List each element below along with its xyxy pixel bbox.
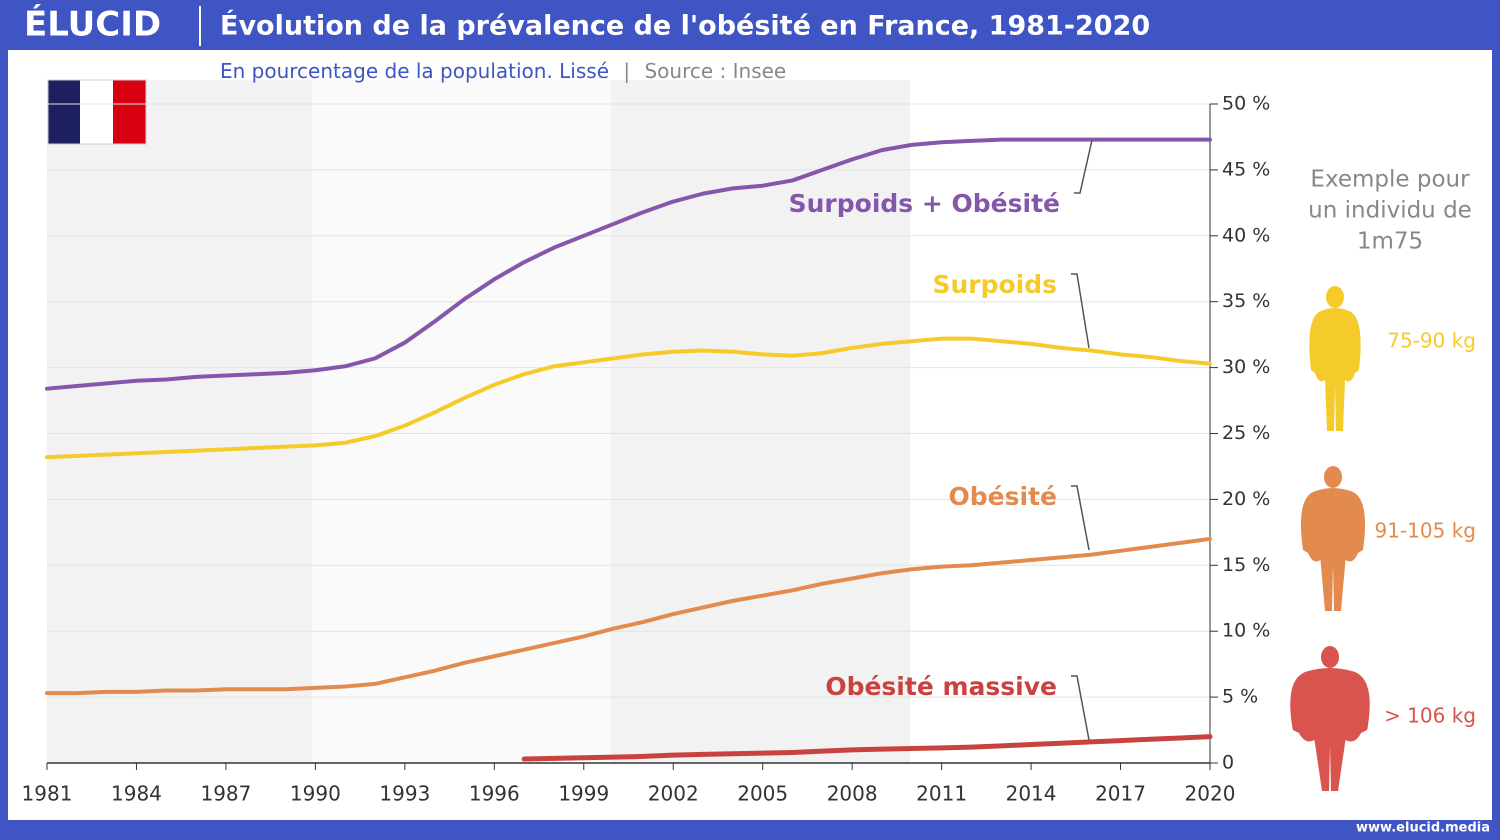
y-tick-label: 45 % — [1222, 158, 1270, 180]
x-tick-label: 2005 — [737, 782, 788, 806]
x-tick-label: 1981 — [22, 782, 73, 806]
series-line — [45, 137, 1212, 391]
x-tick-label: 1987 — [200, 782, 251, 806]
body-figure — [1290, 646, 1370, 791]
band — [312, 80, 611, 763]
y-tick-label: 40 % — [1222, 224, 1270, 246]
x-tick-label: 2011 — [916, 782, 967, 806]
x-tick-label: 2017 — [1095, 782, 1146, 806]
figure-body — [1309, 308, 1361, 431]
y-tick-label: 20 % — [1222, 488, 1270, 510]
y-tick-label: 30 % — [1222, 356, 1270, 378]
legend-label: Obésité massive — [825, 672, 1057, 701]
chart-title: Évolution de la prévalence de l'obésité … — [220, 10, 1150, 42]
figure-label: 75-90 kg — [1387, 329, 1476, 353]
x-tick-label: 2002 — [648, 782, 699, 806]
y-tick-label: 10 % — [1222, 620, 1270, 642]
legend-label: Surpoids — [932, 270, 1057, 299]
flag-border — [47, 79, 147, 145]
leader-line — [1071, 273, 1090, 349]
subtitle-text: En pourcentage de la population. Lissé — [220, 59, 609, 83]
flag-white — [80, 80, 113, 144]
source: Source : Insee — [644, 59, 786, 83]
footer: www.elucid.media — [1356, 821, 1490, 836]
separator: | — [623, 59, 630, 83]
series-line — [521, 734, 1213, 762]
example-title: 1m75 — [1357, 229, 1423, 255]
x-tick-label: 1999 — [558, 782, 609, 806]
flag — [47, 79, 147, 145]
flag-red — [113, 80, 146, 144]
figure-head — [1326, 286, 1344, 308]
y-tick-label: 5 % — [1222, 686, 1258, 708]
leader-line — [1071, 485, 1090, 551]
x-tick-label: 2008 — [827, 782, 878, 806]
series-line — [45, 336, 1212, 460]
body-figure — [1300, 466, 1366, 611]
y-tick-label: 0 — [1222, 752, 1234, 774]
x-tick-label: 1984 — [111, 782, 162, 806]
leader-line — [1074, 139, 1093, 194]
example-title: Exemple pour — [1310, 167, 1470, 193]
x-tick-label: 1996 — [469, 782, 520, 806]
band — [611, 80, 910, 763]
figure-body — [1300, 488, 1366, 611]
flag-blue — [48, 80, 80, 144]
body-figure — [1309, 286, 1361, 431]
legend-label: Surpoids + Obésité — [789, 189, 1060, 218]
x-tick-label: 2020 — [1185, 782, 1236, 806]
subtitle: En pourcentage de la population. Lissé |… — [220, 59, 786, 83]
band — [47, 80, 312, 763]
y-tick-label: 50 % — [1222, 93, 1270, 115]
figure-head — [1324, 466, 1342, 488]
x-tick-label: 2014 — [1006, 782, 1057, 806]
series-line — [45, 536, 1212, 696]
y-tick-label: 15 % — [1222, 554, 1270, 576]
figure-head — [1321, 646, 1339, 668]
example-title: un individu de — [1308, 198, 1472, 224]
y-tick-label: 25 % — [1222, 422, 1270, 444]
legend-label: Obésité — [949, 482, 1057, 511]
logo: ÉLUCID — [24, 4, 161, 45]
x-tick-label: 1993 — [379, 782, 430, 806]
y-tick-label: 35 % — [1222, 290, 1270, 312]
x-tick-label: 1990 — [290, 782, 341, 806]
leader-line — [1071, 675, 1090, 741]
figure-label: > 106 kg — [1384, 704, 1476, 728]
figure-label: 91-105 kg — [1375, 519, 1476, 543]
figure-body — [1290, 668, 1370, 791]
